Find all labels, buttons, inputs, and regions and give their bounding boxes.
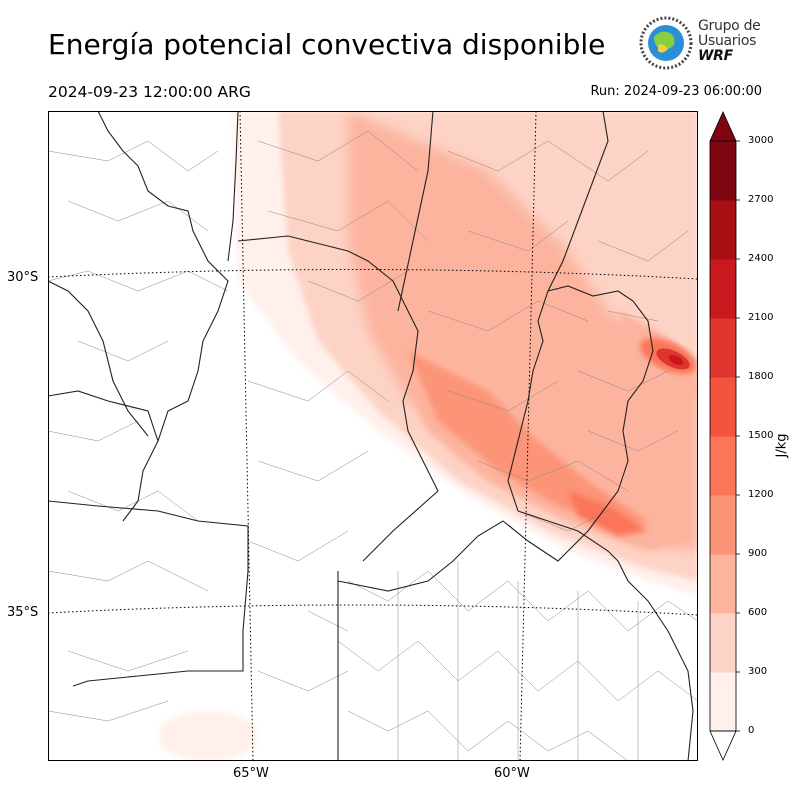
- colorbar-tick-label: 2700: [748, 194, 774, 205]
- colorbar-tick-label: 600: [748, 607, 768, 618]
- wrf-logo: Grupo de Usuarios WRF: [636, 15, 766, 75]
- colorbar-segment: [710, 318, 736, 378]
- map-canvas: [48, 111, 698, 761]
- colorbar-extend-min: [709, 730, 737, 761]
- colorbar-segment: [710, 495, 736, 555]
- globe-icon: [639, 16, 693, 70]
- lat-label-35s: 35°S: [7, 605, 39, 620]
- colorbar-segment: [710, 259, 736, 319]
- colorbar-tick-label: 0: [748, 725, 755, 736]
- colorbar-tick-label: 300: [748, 666, 768, 677]
- map-border: [48, 111, 698, 761]
- valid-time: 2024-09-23 12:00:00 ARG: [48, 83, 251, 101]
- logo-line-2: Usuarios: [698, 33, 757, 49]
- colorbar-tick-label: 900: [748, 548, 768, 559]
- logo-text: Grupo de Usuarios WRF: [698, 18, 761, 64]
- colorbar-tick-label: 2400: [748, 253, 774, 264]
- cape-field: [158, 111, 698, 761]
- colorbar-segment: [710, 554, 736, 614]
- logo-line-3: WRF: [698, 48, 733, 64]
- colorbar: 3000 2700 2400 2100 1800 1500 1200 900 600 300 0: [704, 108, 794, 768]
- run-time: Run: 2024-09-23 06:00:00: [590, 84, 762, 99]
- colorbar-tick-label: 1500: [748, 430, 774, 441]
- province-boundaries: [48, 111, 694, 761]
- logo-line-1: Grupo de: [698, 18, 761, 34]
- colorbar-segment: [710, 377, 736, 437]
- lon-label-65w: 65°W: [233, 766, 269, 781]
- colorbar-segment: [710, 200, 736, 260]
- colorbar-unit: J/kg: [774, 433, 790, 458]
- map-title: Energía potencial convectiva disponible: [48, 28, 606, 61]
- colorbar-segment: [710, 613, 736, 673]
- colorbar-segment: [710, 672, 736, 732]
- cape-map: [48, 111, 698, 761]
- colorbar-segment: [710, 436, 736, 496]
- graticule: [48, 111, 698, 761]
- colorbar-segment: [710, 141, 736, 201]
- colorbar-tick-label: 1200: [748, 489, 774, 500]
- colorbar-extend-max: [709, 111, 737, 142]
- colorbar-tick-label: 2100: [748, 312, 774, 323]
- colorbar-tick-label: 3000: [748, 135, 774, 146]
- colorbar-scale: [709, 111, 740, 761]
- colorbar-tick-label: 1800: [748, 371, 774, 382]
- lat-label-30s: 30°S: [7, 270, 39, 285]
- lon-label-60w: 60°W: [494, 766, 530, 781]
